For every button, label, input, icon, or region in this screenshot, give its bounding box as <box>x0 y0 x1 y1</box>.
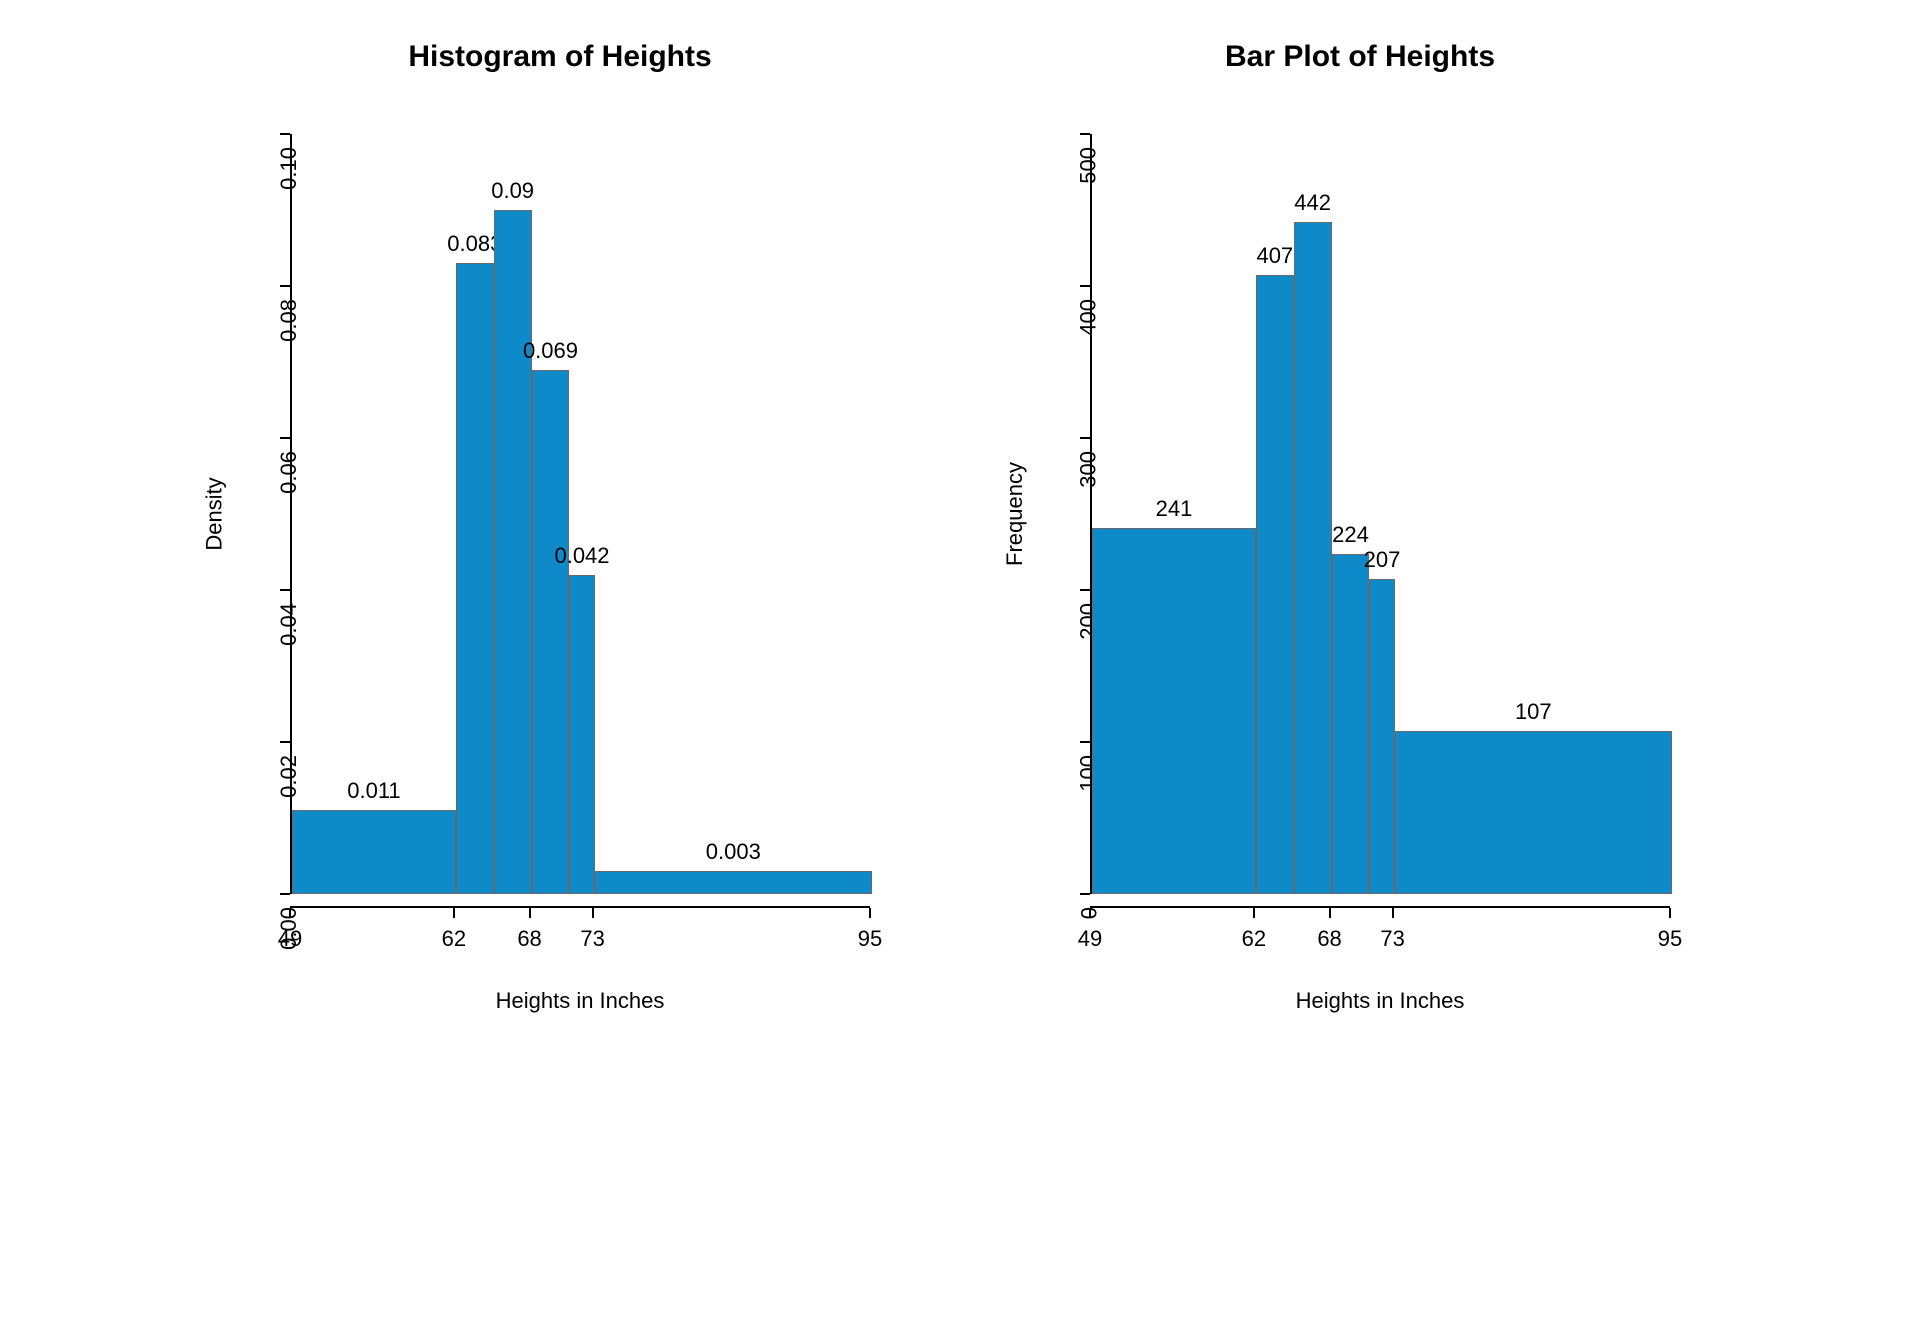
barplot-xaxis: 4962687395 <box>1090 906 1670 968</box>
histogram-bar <box>1395 731 1672 894</box>
xtick-label: 68 <box>517 926 541 952</box>
ytick-mark <box>1080 741 1090 743</box>
histogram-plot-row: Density 0.000.020.040.060.080.10 0.011 0.… <box>200 134 920 894</box>
xtick-mark <box>592 908 594 918</box>
xtick-label: 73 <box>580 926 604 952</box>
bar-value-label: 0.003 <box>706 839 761 865</box>
ytick-mark <box>280 133 290 135</box>
bar-value-label: 407 <box>1256 243 1293 269</box>
xtick-label: 95 <box>1658 926 1682 952</box>
histogram-bar <box>292 810 456 894</box>
barplot-title: Bar Plot of Heights <box>1000 40 1720 74</box>
histogram-title: Histogram of Heights <box>200 40 920 74</box>
xtick-label: 95 <box>858 926 882 952</box>
histogram-bar <box>494 210 532 894</box>
xtick-mark <box>1669 908 1671 918</box>
barplot-plot-area: 241 407 442 224207 107 <box>1090 134 1672 894</box>
bar-value-label: 207 <box>1364 547 1401 573</box>
ytick-mark <box>280 285 290 287</box>
xtick-mark <box>289 908 291 918</box>
histogram-plot-area: 0.0110.0830.090.0690.0420.003 <box>290 134 872 894</box>
xtick-mark <box>1253 908 1255 918</box>
charts-container: Histogram of Heights Density 0.000.020.0… <box>0 0 1920 1344</box>
bar-value-label: 0.09 <box>491 178 534 204</box>
xtick-mark <box>453 908 455 918</box>
bar-value-label: 0.069 <box>523 338 578 364</box>
xtick-label: 68 <box>1317 926 1341 952</box>
ytick-mark <box>280 589 290 591</box>
histogram-ylabel-wrap: Density <box>200 501 230 527</box>
xtick-mark <box>869 908 871 918</box>
ytick-mark <box>280 893 290 895</box>
barplot-plot-row: Frequency 0100200300400500 241 407 442 2242… <box>1000 134 1720 894</box>
barplot-ylabel: Frequency <box>1002 462 1028 566</box>
histogram-yticks: 0.000.020.040.060.080.10 <box>230 134 290 894</box>
bar-value-label: 442 <box>1294 190 1331 216</box>
ytick-mark <box>1080 133 1090 135</box>
ytick-mark <box>280 437 290 439</box>
histogram-panel: Histogram of Heights Density 0.000.020.0… <box>200 20 920 1084</box>
ytick-mark <box>280 741 290 743</box>
xtick-mark <box>1329 908 1331 918</box>
xtick-label: 49 <box>278 926 302 952</box>
histogram-bar <box>1332 554 1370 894</box>
barplot-yticks: 0100200300400500 <box>1030 134 1090 894</box>
histogram-bar <box>456 263 494 894</box>
bar-value-label: 224 <box>1332 522 1369 548</box>
histogram-bar <box>569 575 594 894</box>
bar-value-label: 0.042 <box>554 543 609 569</box>
ytick-mark <box>1080 437 1090 439</box>
xtick-label: 62 <box>442 926 466 952</box>
xtick-mark <box>1392 908 1394 918</box>
ytick-mark <box>1080 893 1090 895</box>
histogram-bar <box>1092 528 1256 894</box>
histogram-xaxis: 4962687395 <box>290 906 870 968</box>
histogram-bar <box>1256 275 1294 894</box>
histogram-bar <box>532 370 570 894</box>
histogram-xlabel: Heights in Inches <box>290 988 870 1014</box>
xtick-mark <box>1089 908 1091 918</box>
barplot-ylabel-wrap: Frequency <box>1000 501 1030 527</box>
ytick-mark <box>1080 285 1090 287</box>
ytick-mark <box>1080 589 1090 591</box>
xtick-label: 49 <box>1078 926 1102 952</box>
histogram-bar <box>595 871 872 894</box>
xtick-mark <box>529 908 531 918</box>
barplot-panel: Bar Plot of Heights Frequency 0100200300… <box>1000 20 1720 1084</box>
bar-value-label: 241 <box>1156 496 1193 522</box>
histogram-bar <box>1294 222 1332 894</box>
histogram-bar <box>1369 579 1394 894</box>
histogram-ylabel: Density <box>202 477 228 550</box>
xtick-label: 62 <box>1242 926 1266 952</box>
bar-value-label: 0.011 <box>347 778 400 804</box>
bar-value-label: 107 <box>1515 699 1552 725</box>
barplot-xlabel: Heights in Inches <box>1090 988 1670 1014</box>
xtick-label: 73 <box>1380 926 1404 952</box>
